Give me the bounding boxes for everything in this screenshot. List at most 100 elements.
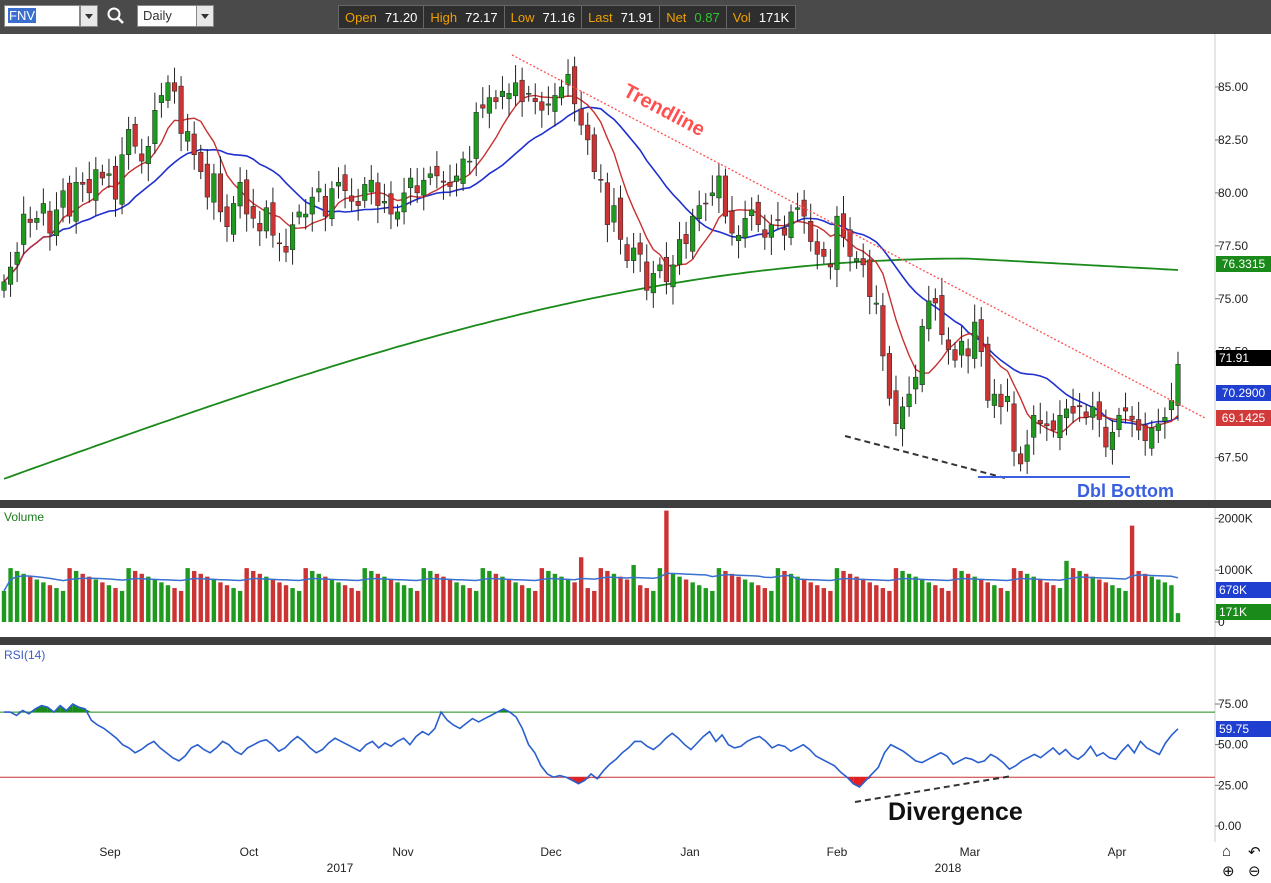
candle-body [1018, 453, 1024, 465]
candle-body [132, 123, 138, 147]
period-dropdown-button[interactable] [196, 5, 214, 27]
volume-bar [1031, 576, 1036, 622]
volume-bar [854, 576, 859, 622]
zoom-out-icon[interactable]: ⊖ [1248, 863, 1261, 880]
volume-bar [296, 590, 302, 622]
candle-body [545, 103, 551, 106]
volume-bar [1077, 570, 1082, 622]
rsi-oversold-fill [859, 777, 866, 787]
candle-body [467, 160, 473, 163]
rsi-oversold-fill [847, 777, 854, 784]
volume-bar [1103, 582, 1109, 622]
candle-body [539, 101, 545, 111]
volume-panel[interactable] [1, 510, 1181, 622]
candle-body [1122, 407, 1129, 412]
rsi-overbought-fill [41, 705, 48, 713]
volume-bar [920, 579, 925, 622]
volume-bar [185, 568, 190, 622]
volume-bar [290, 588, 295, 622]
candle-body [14, 251, 20, 265]
candle-body [985, 343, 991, 401]
volume-bar [519, 585, 525, 622]
volume-bar [677, 576, 682, 622]
undo-icon[interactable]: ↶ [1248, 844, 1261, 861]
candle-body [558, 86, 565, 99]
rsi-tick-label: 75.00 [1218, 697, 1248, 711]
rsi-oversold-fill [572, 777, 579, 784]
candle-body [873, 302, 879, 305]
candle-body [578, 108, 584, 126]
volume-bar [172, 588, 177, 622]
panel-separator[interactable] [0, 637, 1271, 645]
volume-bar [749, 582, 754, 622]
candle-body [1162, 417, 1168, 422]
candle-body [231, 203, 237, 235]
quote-bar: Open 71.20 High 72.17 Low 71.16 Last 71.91 N… [338, 5, 797, 29]
candle-body [224, 206, 230, 228]
candle-body [217, 173, 223, 213]
symbol-input[interactable]: FNV [4, 5, 80, 27]
volume-bar [152, 579, 158, 622]
toolbar: FNV Daily Open 71.20 High 72.17 Low 71.16 L… [0, 0, 1271, 34]
volume-bar [939, 588, 945, 622]
candle-body [1096, 401, 1102, 420]
month-label: Apr [1108, 845, 1127, 859]
volume-bar [933, 585, 938, 622]
candle-body [1168, 400, 1174, 411]
rsi-oversold-fill [853, 777, 860, 787]
volume-bar [946, 590, 951, 622]
symbol-dropdown-button[interactable] [80, 5, 98, 27]
home-icon[interactable]: ⌂ [1222, 843, 1232, 860]
candle-body [1050, 420, 1056, 431]
candle-body [486, 97, 492, 114]
volume-bar [906, 573, 912, 622]
volume-bar [1116, 588, 1122, 622]
rsi-tick-label: 0.00 [1218, 819, 1242, 833]
volume-bar [965, 573, 971, 622]
candle-body [972, 321, 978, 359]
volume-bar [237, 590, 243, 622]
candle-body [421, 179, 427, 196]
candle-body [263, 207, 269, 232]
volume-bar [460, 585, 466, 622]
ma-mid-line [3, 106, 1179, 426]
candle-body [329, 188, 335, 219]
period-select[interactable]: Daily [137, 5, 197, 27]
volume-bar [683, 579, 689, 622]
volume-bar [736, 576, 741, 622]
candle-body [768, 224, 774, 238]
volume-bar [493, 573, 499, 622]
candle-body [1037, 420, 1043, 424]
rsi-overbought-fill [28, 708, 36, 713]
candle-body [998, 393, 1004, 408]
zoom-in-icon[interactable]: ⊕ [1222, 863, 1235, 880]
candle-body [716, 175, 722, 199]
candle-body [775, 219, 781, 221]
candle-body [1057, 415, 1063, 438]
volume-bar [611, 573, 617, 622]
candle-body [250, 206, 256, 219]
candle-body [290, 224, 296, 250]
volume-bar [139, 573, 144, 622]
candle-body [729, 210, 735, 234]
candle-body [145, 146, 151, 164]
volume-bar [775, 568, 781, 622]
volume-bar [913, 576, 918, 622]
volume-bar [474, 590, 479, 622]
search-icon[interactable] [106, 6, 126, 26]
rsi-panel[interactable] [0, 703, 1215, 788]
volume-bar [487, 570, 492, 622]
panel-separator[interactable] [0, 500, 1271, 508]
candle-body [303, 213, 309, 218]
volume-bar [959, 570, 964, 622]
candle-body [604, 182, 610, 225]
volume-bar [434, 573, 440, 622]
candle-body [1024, 444, 1030, 462]
candle-body [40, 203, 46, 214]
volume-bar [690, 582, 695, 622]
volume-bar [1169, 585, 1174, 622]
rsi-overbought-fill [78, 707, 86, 713]
month-label: Feb [827, 845, 848, 859]
price-panel[interactable] [1, 56, 1181, 480]
